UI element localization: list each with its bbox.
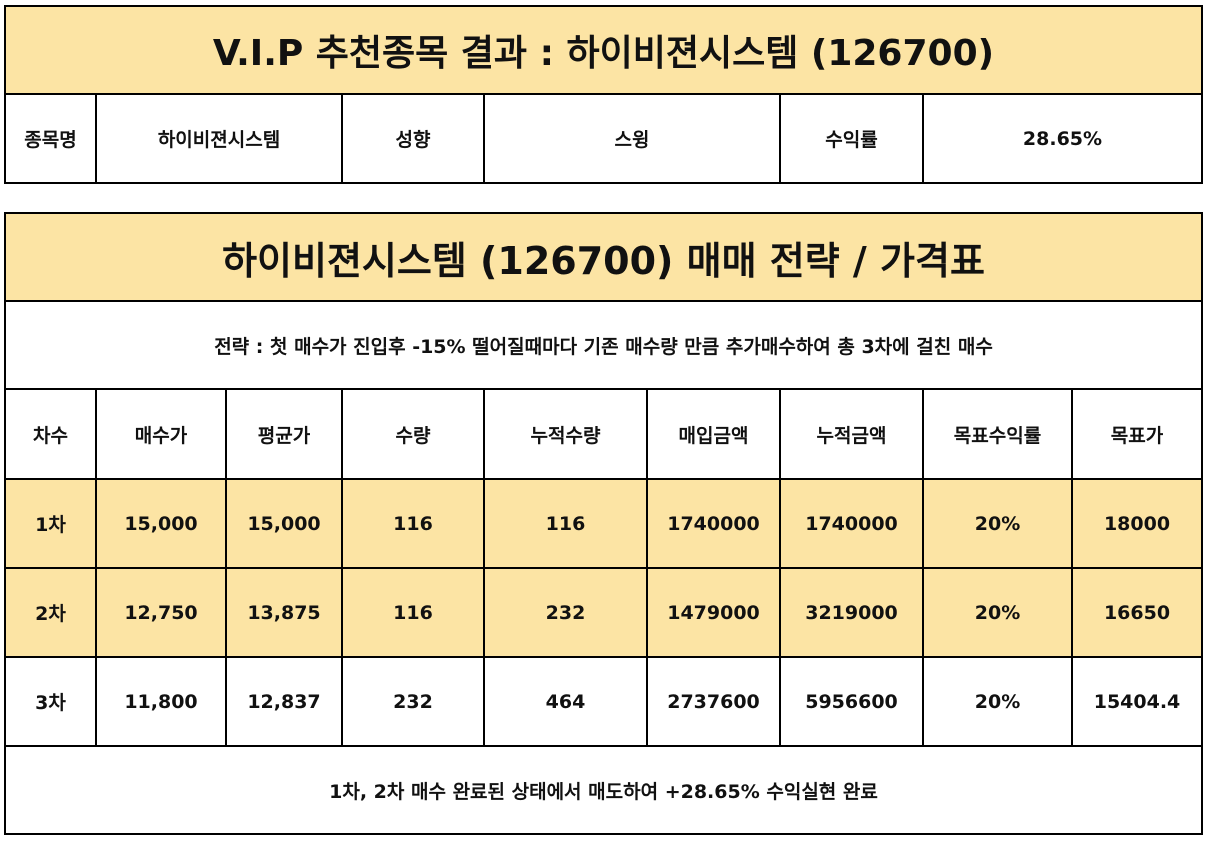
strategy-result-note: 1차, 2차 매수 완료된 상태에서 매도하여 +28.65% 수익실현 완료 (4, 745, 1203, 835)
cell-buy-price: 12,750 (95, 567, 227, 658)
table-row: 3차 11,800 12,837 232 464 2737600 5956600… (4, 656, 1203, 747)
cell-cum-amount: 3219000 (779, 567, 924, 658)
cell-buy-amount: 2737600 (646, 656, 781, 747)
header-quantity: 수량 (341, 388, 485, 480)
value-style: 스윙 (483, 93, 781, 184)
cell-cum-quantity: 232 (483, 567, 648, 658)
cell-target-return: 20% (922, 567, 1073, 658)
cell-round: 3차 (4, 656, 97, 747)
cell-round: 2차 (4, 567, 97, 658)
header-buy-amount: 매입금액 (646, 388, 781, 480)
cell-round: 1차 (4, 478, 97, 569)
cell-quantity: 232 (341, 656, 485, 747)
header-cum-amount: 누적금액 (779, 388, 924, 480)
table-header-row: 차수 매수가 평균가 수량 누적수량 매입금액 누적금액 목표수익률 목표가 (4, 388, 1203, 480)
cell-target-price: 18000 (1071, 478, 1203, 569)
cell-avg-price: 12,837 (225, 656, 343, 747)
summary-row: 종목명 하이비젼시스템 성향 스윙 수익률 28.65% (4, 93, 1203, 184)
cell-target-return: 20% (922, 478, 1073, 569)
strategy-description: 전략 : 첫 매수가 진입후 -15% 떨어질때마다 기존 매수량 만큼 추가매… (4, 300, 1203, 390)
strategy-title: 하이비젼시스템 (126700) 매매 전략 / 가격표 (4, 212, 1203, 302)
header-avg-price: 평균가 (225, 388, 343, 480)
label-stock-name: 종목명 (4, 93, 97, 184)
cell-buy-price: 15,000 (95, 478, 227, 569)
cell-cum-amount: 5956600 (779, 656, 924, 747)
cell-quantity: 116 (341, 478, 485, 569)
table-row: 2차 12,750 13,875 116 232 1479000 3219000… (4, 567, 1203, 658)
value-return: 28.65% (922, 93, 1203, 184)
cell-target-price: 16650 (1071, 567, 1203, 658)
label-style: 성향 (341, 93, 485, 184)
cell-buy-amount: 1740000 (646, 478, 781, 569)
cell-cum-amount: 1740000 (779, 478, 924, 569)
header-target-price: 목표가 (1071, 388, 1203, 480)
header-target-return: 목표수익률 (922, 388, 1073, 480)
header-cum-quantity: 누적수량 (483, 388, 648, 480)
summary-table: V.I.P 추천종목 결과 : 하이비젼시스템 (126700) 종목명 하이비… (4, 5, 1203, 184)
label-return: 수익률 (779, 93, 924, 184)
cell-buy-price: 11,800 (95, 656, 227, 747)
cell-quantity: 116 (341, 567, 485, 658)
summary-title: V.I.P 추천종목 결과 : 하이비젼시스템 (126700) (4, 5, 1203, 95)
table-row: 1차 15,000 15,000 116 116 1740000 1740000… (4, 478, 1203, 569)
strategy-table: 하이비젼시스템 (126700) 매매 전략 / 가격표 전략 : 첫 매수가 … (4, 212, 1203, 835)
cell-buy-amount: 1479000 (646, 567, 781, 658)
cell-avg-price: 13,875 (225, 567, 343, 658)
header-round: 차수 (4, 388, 97, 480)
cell-target-return: 20% (922, 656, 1073, 747)
cell-cum-quantity: 464 (483, 656, 648, 747)
cell-avg-price: 15,000 (225, 478, 343, 569)
value-stock-name: 하이비젼시스템 (95, 93, 343, 184)
cell-target-price: 15404.4 (1071, 656, 1203, 747)
cell-cum-quantity: 116 (483, 478, 648, 569)
header-buy-price: 매수가 (95, 388, 227, 480)
